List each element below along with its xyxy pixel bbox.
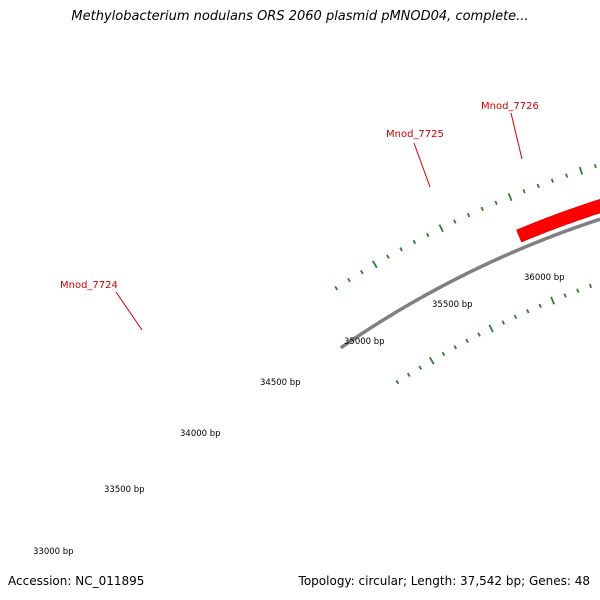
gene-label-mnod-7725: Mnod_7725	[386, 129, 444, 140]
minor-tick	[466, 212, 471, 218]
minor-tick	[522, 189, 526, 194]
major-tick	[578, 166, 584, 175]
minor-tick	[360, 269, 364, 275]
gene-label-leader	[510, 112, 523, 160]
outer-tick-ring	[334, 163, 597, 291]
minor-tick	[386, 254, 390, 259]
minor-tick	[593, 163, 597, 169]
scale-label: 34000 bp	[180, 429, 221, 439]
minor-tick	[538, 303, 542, 308]
minor-tick	[526, 309, 530, 314]
minor-tick	[563, 293, 567, 298]
minor-tick	[494, 200, 498, 206]
scale-label: 33000 bp	[33, 547, 74, 557]
minor-tick	[334, 286, 339, 291]
minor-tick	[501, 320, 505, 325]
scale-labels: 33000 bp 33500 bp 34000 bp 34500 bp 3500…	[33, 273, 565, 557]
minor-tick	[441, 351, 446, 357]
gene-label-leader	[413, 142, 431, 188]
minor-tick	[426, 232, 430, 238]
major-tick	[488, 324, 494, 333]
major-tick	[428, 356, 435, 365]
plasmid-backbone	[339, 217, 600, 350]
inner-tick-ring	[395, 283, 592, 385]
gene-track	[516, 189, 600, 243]
minor-tick	[576, 288, 580, 293]
minor-tick	[399, 247, 403, 252]
minor-tick	[480, 206, 484, 212]
topology-summary: Topology: circular; Length: 37,542 bp; G…	[298, 574, 590, 588]
scale-label: 33500 bp	[104, 485, 145, 495]
minor-tick	[418, 365, 423, 370]
minor-tick	[513, 314, 518, 319]
gene-labels: Mnod_7724 Mnod_7725 Mnod_7726	[60, 101, 539, 331]
scale-label: 35000 bp	[344, 337, 385, 347]
minor-tick	[395, 379, 400, 385]
major-tick	[550, 296, 556, 305]
minor-tick	[588, 283, 592, 289]
scale-label: 34500 bp	[260, 378, 301, 388]
major-tick	[507, 192, 513, 202]
minor-tick	[412, 239, 417, 245]
major-tick	[372, 260, 378, 269]
minor-tick	[465, 338, 469, 344]
minor-tick	[477, 332, 481, 337]
minor-tick	[453, 345, 458, 350]
gene-label-mnod-7726: Mnod_7726	[481, 101, 539, 112]
minor-tick	[453, 219, 457, 224]
major-tick	[438, 224, 444, 233]
minor-tick	[406, 372, 411, 377]
gene-label-leader	[115, 291, 143, 331]
map-title: Methylobacterium nodulans ORS 2060 plasm…	[71, 9, 529, 24]
minor-tick	[347, 277, 351, 283]
minor-tick	[550, 178, 554, 183]
accession-text: Accession: NC_011895	[8, 574, 145, 588]
minor-tick	[536, 183, 540, 189]
scale-label: 36000 bp	[524, 273, 565, 283]
scale-label: 35500 bp	[432, 300, 473, 310]
minor-tick	[565, 173, 569, 178]
gene-label-mnod-7724: Mnod_7724	[60, 280, 118, 291]
gene-arrow-mnod-7724[interactable]	[516, 189, 600, 243]
